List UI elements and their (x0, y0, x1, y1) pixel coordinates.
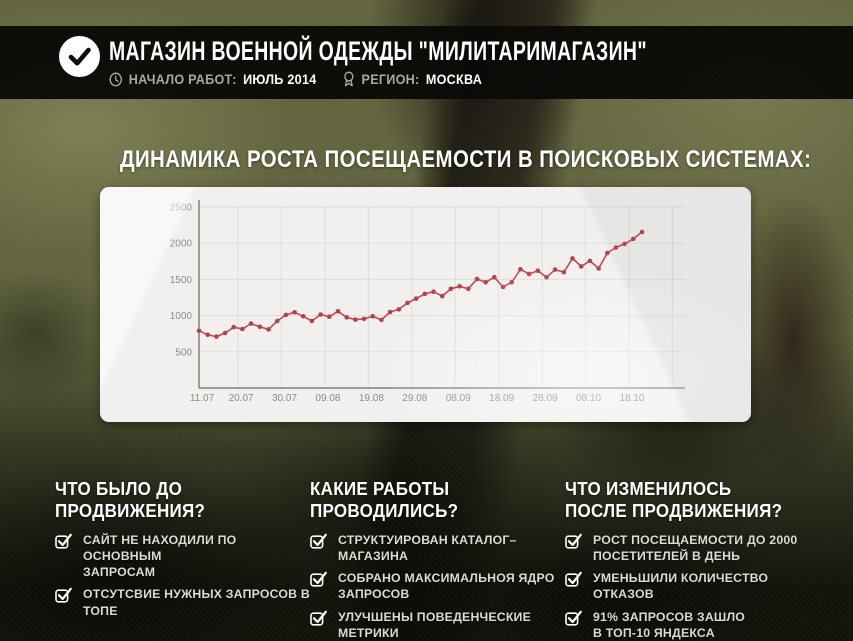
chart-card: 500 1000 1500 2000 2500 11.07 20.07 30.07 09.08 1… (100, 187, 751, 422)
header-meta-row: НАЧАЛО РАБОТ: ИЮЛЬ 2014 РЕГИОН: МОСКВА (109, 71, 781, 87)
svg-text:1500: 1500 (170, 275, 193, 286)
svg-text:09.08: 09.08 (315, 393, 340, 404)
checkbox-icon (310, 571, 327, 587)
svg-text:2500: 2500 (170, 203, 193, 214)
visits-line-chart: 500 1000 1500 2000 2500 11.07 20.07 30.07 09.08 1… (170, 200, 685, 404)
column-title: ЧТО БЫЛО ДО ПРОДВИЖЕНИЯ? (55, 478, 206, 521)
column-before-promotion: ЧТО БЫЛО ДО ПРОДВИЖЕНИЯ? САЙТ НЕ НАХОДИЛ… (55, 478, 310, 641)
check-circle-icon (59, 36, 100, 77)
summary-columns: ЧТО БЫЛО ДО ПРОДВИЖЕНИЯ? САЙТ НЕ НАХОДИЛ… (55, 478, 833, 641)
svg-text:1000: 1000 (170, 311, 193, 322)
svg-text:2000: 2000 (170, 239, 193, 250)
svg-text:08.10: 08.10 (576, 393, 601, 404)
checklist-item: РОСТ ПОСЕЩАЕМОСТИ ДО 2000 ПОСЕТИТЕЛЕЙ В … (565, 532, 833, 564)
start-label: НАЧАЛО РАБОТ: (128, 71, 237, 88)
start-value: ИЮЛЬ 2014 (243, 71, 317, 88)
checklist: СТРУКТУИРОВАН КАТАЛОГ–МАГАЗИНА СОБРАНО МА… (310, 532, 565, 641)
svg-text:29.08: 29.08 (402, 393, 427, 404)
header-bar: МАГАЗИН ВОЕННОЙ ОДЕЖДЫ "МИЛИТАРИМАГАЗИН"… (0, 26, 853, 99)
column-after-promotion: ЧТО ИЗМЕНИЛОСЬ ПОСЛЕ ПРОДВИЖЕНИЯ? РОСТ П… (565, 478, 833, 641)
checklist-item-label: ОТСУТСВИЕ НУЖНЫХ ЗАПРОСОВ В ТОПЕ (83, 587, 310, 618)
checkbox-icon (55, 588, 72, 603)
region-medal-icon (343, 71, 354, 87)
svg-text:500: 500 (175, 347, 192, 358)
checklist-item: УМЕНЬШИЛИ КОЛИЧЕСТВО ОТКАЗОВ (565, 570, 833, 602)
checkbox-icon (310, 610, 327, 626)
checklist-item-label: 91% ЗАПРОСОВ ЗАШЛО В ТОП-10 ЯНДЕКСА (593, 609, 746, 640)
svg-text:19.08: 19.08 (359, 393, 384, 404)
checklist-item-label: СТРУКТУИРОВАН КАТАЛОГ–МАГАЗИНА (338, 532, 517, 563)
svg-text:18.09: 18.09 (489, 393, 514, 404)
checklist-item-label: УЛУЧШЕНЫ ПОВЕДЕНЧЕСКИЕ МЕТРИКИ (338, 609, 531, 640)
header-text-block: МАГАЗИН ВОЕННОЙ ОДЕЖДЫ "МИЛИТАРИМАГАЗИН"… (109, 36, 853, 87)
checkbox-icon (565, 610, 582, 626)
checklist-item-label: САЙТ НЕ НАХОДИЛИ ПО ОСНОВНЫМ ЗАПРОСАМ (83, 532, 237, 580)
checkbox-icon (565, 571, 582, 587)
checklist: САЙТ НЕ НАХОДИЛИ ПО ОСНОВНЫМ ЗАПРОСАМ ОТС… (55, 532, 310, 619)
checklist-item: СОБРАНО МАКСИМАЛЬНОЯ ЯДРО ЗАПРОСОВ (310, 570, 565, 602)
svg-text:28.09: 28.09 (533, 393, 558, 404)
svg-text:11.07: 11.07 (190, 393, 215, 404)
svg-text:30.07: 30.07 (272, 393, 297, 404)
svg-text:08.09: 08.09 (446, 393, 471, 404)
column-title: ЧТО ИЗМЕНИЛОСЬ ПОСЛЕ ПРОДВИЖЕНИЯ? (565, 478, 783, 521)
checklist-item: СТРУКТУИРОВАН КАТАЛОГ–МАГАЗИНА (310, 532, 565, 564)
region-value: МОСКВА (425, 71, 483, 88)
checklist-item: 91% ЗАПРОСОВ ЗАШЛО В ТОП-10 ЯНДЕКСА (565, 609, 833, 641)
checklist-item-label: СОБРАНО МАКСИМАЛЬНОЯ ЯДРО ЗАПРОСОВ (338, 571, 555, 602)
checkbox-icon (55, 533, 72, 549)
column-work-done: КАКИЕ РАБОТЫ ПРОВОДИЛИСЬ? СТРУКТУИРОВАН … (310, 478, 565, 641)
checklist-item: ОТСУТСВИЕ НУЖНЫХ ЗАПРОСОВ В ТОПЕ (55, 586, 310, 618)
svg-text:18.10: 18.10 (619, 393, 644, 404)
checklist: РОСТ ПОСЕЩАЕМОСТИ ДО 2000 ПОСЕТИТЕЛЕЙ В … (565, 532, 833, 641)
svg-text:20.07: 20.07 (229, 393, 254, 404)
checklist-item-label: УМЕНЬШИЛИ КОЛИЧЕСТВО ОТКАЗОВ (593, 571, 769, 602)
column-title: КАКИЕ РАБОТЫ ПРОВОДИЛИСЬ? (310, 478, 459, 521)
checkbox-icon (310, 533, 327, 549)
section-title: ДИНАМИКА РОСТА ПОСЕЩАЕМОСТИ В ПОИСКОВЫХ … (120, 146, 812, 173)
clock-icon (109, 72, 123, 86)
checkbox-icon (565, 533, 582, 549)
region-label: РЕГИОН: (361, 71, 420, 88)
page-title: МАГАЗИН ВОЕННОЙ ОДЕЖДЫ "МИЛИТАРИМАГАЗИН" (109, 36, 647, 66)
checklist-item-label: РОСТ ПОСЕЩАЕМОСТИ ДО 2000 ПОСЕТИТЕЛЕЙ В … (593, 532, 798, 563)
checklist-item: УЛУЧШЕНЫ ПОВЕДЕНЧЕСКИЕ МЕТРИКИ (310, 609, 565, 641)
checklist-item: САЙТ НЕ НАХОДИЛИ ПО ОСНОВНЫМ ЗАПРОСАМ (55, 532, 310, 581)
